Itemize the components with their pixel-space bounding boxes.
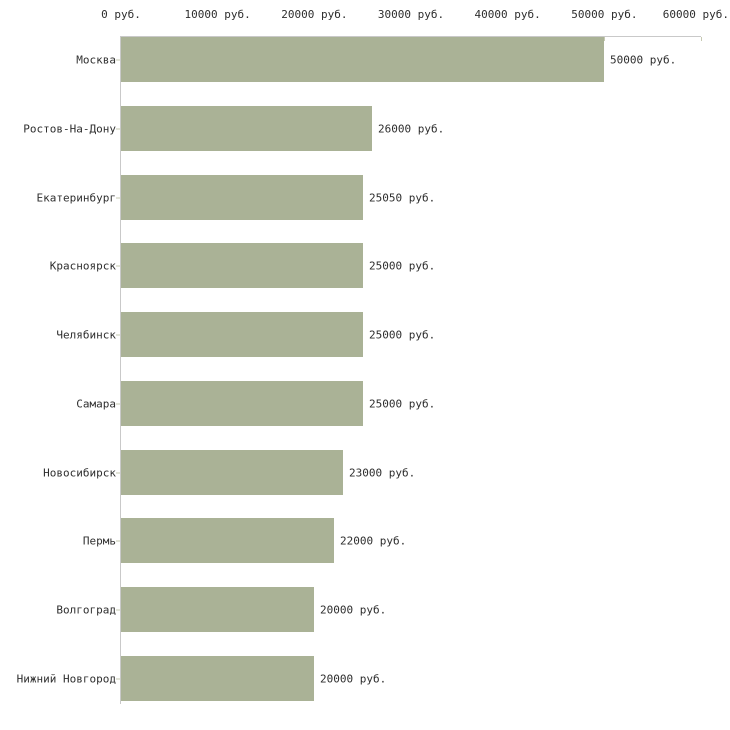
bar [121, 656, 314, 701]
x-axis-tick [701, 37, 702, 41]
y-axis-tick [116, 265, 120, 266]
value-label: 23000 руб. [349, 466, 416, 479]
bar [121, 243, 363, 288]
x-axis-tick-label: 0 руб. [101, 8, 141, 21]
category-label: Пермь [82, 534, 116, 547]
bar [121, 312, 363, 357]
bar [121, 37, 604, 82]
category-label: Новосибирск [43, 466, 116, 479]
value-label: 20000 руб. [320, 603, 387, 616]
value-label: 26000 руб. [378, 122, 445, 135]
category-label: Самара [76, 397, 116, 410]
bar [121, 175, 363, 220]
bar [121, 381, 363, 426]
bar [121, 450, 343, 495]
plot-area [120, 36, 701, 704]
y-axis-tick [116, 334, 120, 335]
value-label: 25000 руб. [369, 328, 436, 341]
category-label: Челябинск [56, 328, 116, 341]
x-axis-tick [604, 37, 605, 41]
x-axis-tick-label: 30000 руб. [377, 8, 445, 21]
y-axis-tick [116, 540, 120, 541]
x-axis-tick-label: 50000 руб. [571, 8, 638, 21]
value-label: 25050 руб. [369, 191, 436, 204]
value-label: 22000 руб. [340, 534, 407, 547]
category-label: Москва [76, 53, 116, 66]
value-label: 50000 руб. [610, 53, 677, 66]
y-axis-tick [116, 678, 120, 679]
y-axis-tick [116, 472, 120, 473]
category-label: Волгоград [56, 603, 116, 616]
bar [121, 587, 314, 632]
y-axis-tick [116, 403, 120, 404]
category-label: Нижний Новгород [16, 672, 116, 685]
y-axis-tick [116, 609, 120, 610]
value-label: 20000 руб. [320, 672, 387, 685]
value-label: 25000 руб. [369, 259, 436, 272]
bar [121, 518, 334, 563]
y-axis-tick [116, 59, 120, 60]
x-axis-tick-label: 60000 руб. [662, 8, 729, 21]
y-axis-tick [116, 197, 120, 198]
x-axis-tick-label: 10000 руб. [184, 8, 251, 21]
category-label: Красноярск [49, 259, 116, 272]
category-label: Екатеринбург [36, 191, 116, 204]
y-axis-tick [116, 128, 120, 129]
x-axis-tick-label: 40000 руб. [474, 8, 541, 21]
x-axis-tick-label: 20000 руб. [281, 8, 348, 21]
bar [121, 106, 372, 151]
category-label: Ростов-На-Дону [23, 122, 116, 135]
value-label: 25000 руб. [369, 397, 436, 410]
